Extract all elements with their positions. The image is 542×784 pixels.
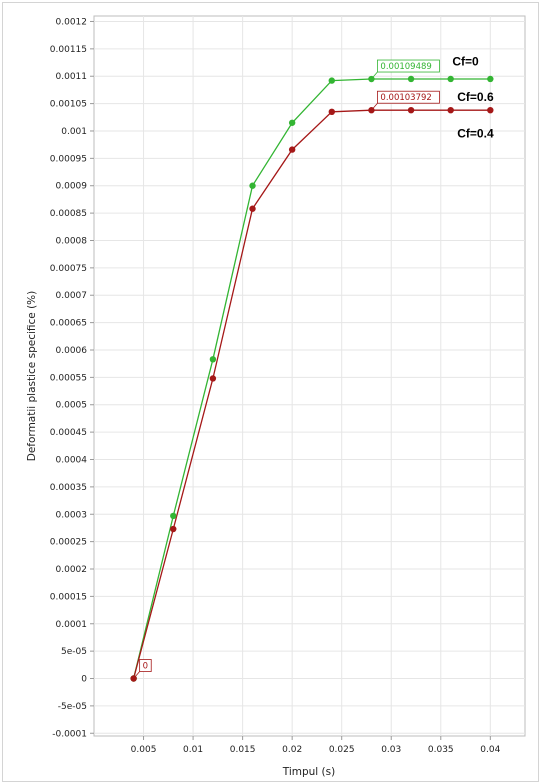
x-tick-label: 0.035 <box>428 745 454 755</box>
callout-text: 0.00103792 <box>380 93 431 103</box>
value-callout: 0 <box>133 659 152 679</box>
data-point-cf-0 <box>328 77 335 84</box>
series-labels: Cf=0 Cf=0.6 Cf=0.4 <box>452 54 494 140</box>
y-tick-label: 0.0003 <box>56 510 88 520</box>
callout-leader <box>371 71 378 80</box>
y-tick-label: 0.0001 <box>56 620 88 630</box>
series-line-cf-0 <box>132 78 491 679</box>
y-tick-label: 0.00035 <box>50 483 87 493</box>
y-tick-label: 0.0006 <box>56 346 88 356</box>
x-tick-label: 0.02 <box>282 745 302 755</box>
y-tick-label: 0.00045 <box>50 428 87 438</box>
data-point-cf-0-6 <box>209 375 217 382</box>
x-tick-label: 0.01 <box>183 745 203 755</box>
y-tick-label: 0.00085 <box>50 209 87 219</box>
series-lines <box>132 78 491 679</box>
data-point-cf-0 <box>487 75 494 83</box>
data-point-cf-0-6 <box>487 106 494 114</box>
y-tick-label: 0.0002 <box>56 565 88 575</box>
value-callout: 0.00103792 <box>371 90 440 111</box>
callout-text: 0 <box>143 662 148 672</box>
x-tick-label: 0.04 <box>480 745 500 755</box>
data-point-cf-0-6 <box>407 106 415 114</box>
y-tick-label: 0.00095 <box>50 154 87 164</box>
data-point-cf-0-6 <box>288 146 296 153</box>
y-axis-title: Deformatii plastice specifice (%) <box>26 291 38 461</box>
y-tick-label: 0.00025 <box>50 538 87 548</box>
y-tick-label: 0.0008 <box>56 236 88 246</box>
y-tick-label: -5e-05 <box>58 702 87 712</box>
data-point-cf-0 <box>447 75 454 83</box>
y-tick-label: 0 <box>81 675 87 685</box>
y-axis-ticks: 0.0012 0.00115 0.0011 0.00105 0.001 0.00095 0.… <box>50 17 94 739</box>
x-axis-ticks: 0.005 0.01 0.015 0.02 0.025 0.03 0.035 0.04 <box>131 736 501 755</box>
series-label: Cf=0 <box>452 54 479 68</box>
y-tick-label: 0.001 <box>61 127 87 137</box>
y-tick-label: 0.00065 <box>50 319 87 329</box>
y-tick-label: 0.0007 <box>56 291 88 301</box>
x-axis-title: Timpul (s) <box>282 766 335 778</box>
data-point-cf-0 <box>288 119 296 126</box>
y-tick-label: 0.0011 <box>56 72 88 82</box>
callout-leader <box>371 102 378 111</box>
callout-leader <box>133 671 140 679</box>
data-point-cf-0-6 <box>447 106 454 114</box>
x-tick-label: 0.025 <box>329 745 355 755</box>
value-callouts: 0.00109489 0.00103792 0 <box>133 59 440 679</box>
data-point-cf-0 <box>407 75 415 83</box>
series-label: Cf=0.6 <box>457 90 494 104</box>
y-tick-label: 0.00015 <box>50 592 87 602</box>
x-tick-label: 0.03 <box>381 745 401 755</box>
y-tick-label: 5e-05 <box>61 647 87 657</box>
y-tick-label: 0.0012 <box>56 17 88 27</box>
y-tick-label: 0.00115 <box>50 45 87 55</box>
y-tick-label: -0.0001 <box>52 729 87 739</box>
y-tick-label: 0.0005 <box>56 401 88 411</box>
callout-box <box>139 659 152 672</box>
y-tick-label: 0.0004 <box>56 455 88 465</box>
data-point-cf-0 <box>209 356 217 363</box>
y-tick-label: 0.00105 <box>50 100 87 110</box>
grid-lines <box>94 16 525 736</box>
data-point-cf-0 <box>249 182 256 189</box>
y-tick-label: 0.00075 <box>50 264 87 274</box>
plot-area <box>93 15 526 737</box>
y-tick-label: 0.00055 <box>50 373 87 383</box>
x-tick-label: 0.005 <box>131 745 157 755</box>
data-point-cf-0 <box>170 512 177 520</box>
callout-box <box>377 59 440 73</box>
data-point-cf-0-6 <box>328 108 335 116</box>
series-line-cf-0-6 <box>132 109 491 679</box>
y-tick-label: 0.0009 <box>56 182 88 192</box>
data-point-cf-0-6 <box>249 205 256 212</box>
series-label: Cf=0.4 <box>457 127 494 141</box>
callout-box <box>377 90 440 104</box>
value-callout: 0.00109489 <box>371 59 440 80</box>
data-point-cf-0-6 <box>170 525 177 533</box>
x-tick-label: 0.015 <box>230 745 256 755</box>
callout-text: 0.00109489 <box>380 62 431 72</box>
